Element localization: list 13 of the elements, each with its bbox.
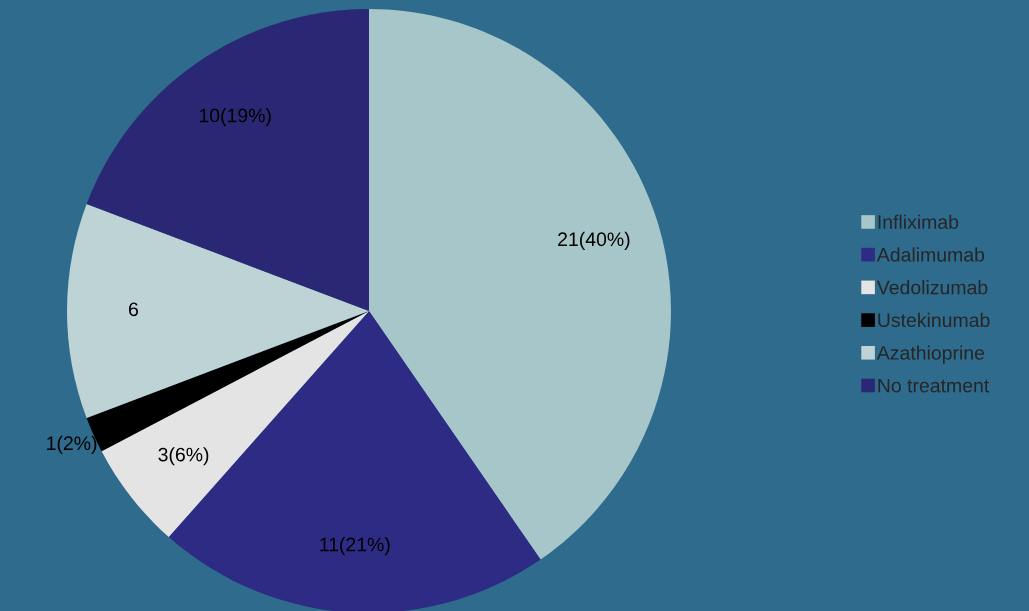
legend-label: Infliximab <box>878 214 959 229</box>
data-label: 21(40%) <box>558 231 630 250</box>
data-label: 3(6%) <box>158 447 209 466</box>
legend-label: Ustekinumab <box>878 312 990 328</box>
data-label: 10(19%) <box>199 108 271 127</box>
data-label: 1(2%) <box>47 435 97 454</box>
data-label: 6 <box>129 302 138 317</box>
pie-slice <box>67 203 369 419</box>
legend-label: Adalimumab <box>876 247 985 262</box>
legend-label: No treatment <box>878 378 990 393</box>
data-label: 11(21%) <box>320 537 390 556</box>
legend-label: Azathioprine <box>876 345 985 364</box>
legend-label: Vedolizumab <box>876 280 988 295</box>
